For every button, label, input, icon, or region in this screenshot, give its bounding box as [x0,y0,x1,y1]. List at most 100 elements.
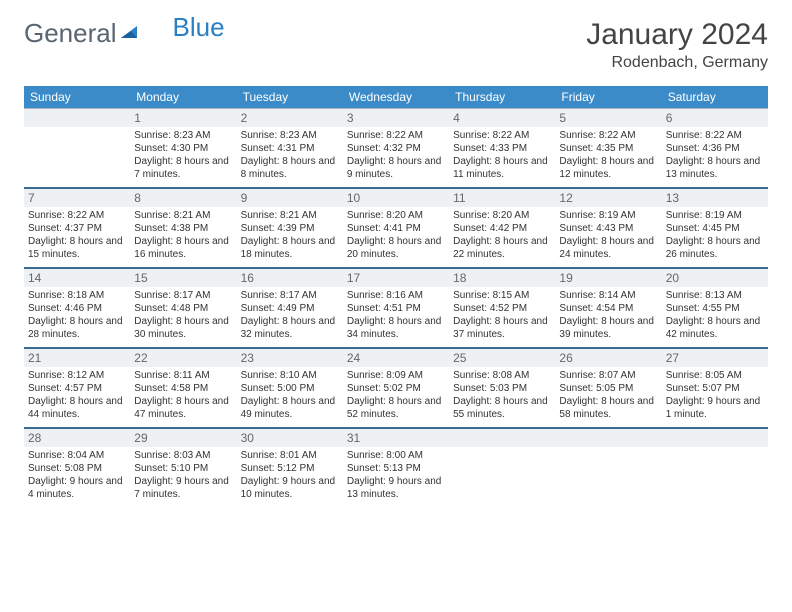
sunset-text: Sunset: 4:38 PM [134,222,232,235]
weekday-header: Saturday [662,86,768,109]
day-number: 27 [662,349,768,367]
day-number: 6 [662,109,768,127]
sunrise-text: Sunrise: 8:11 AM [134,369,232,382]
day-number [555,429,661,447]
daylight-text: Daylight: 8 hours and 28 minutes. [28,315,126,341]
day-details: Sunrise: 8:19 AMSunset: 4:45 PMDaylight:… [666,209,764,261]
daylight-text: Daylight: 8 hours and 52 minutes. [347,395,445,421]
daylight-text: Daylight: 8 hours and 11 minutes. [453,155,551,181]
day-details: Sunrise: 8:05 AMSunset: 5:07 PMDaylight:… [666,369,764,421]
calendar-day-cell: 17 Sunrise: 8:16 AMSunset: 4:51 PMDayligh… [343,268,449,348]
weekday-header: Sunday [24,86,130,109]
sunrise-text: Sunrise: 8:16 AM [347,289,445,302]
sunrise-text: Sunrise: 8:22 AM [28,209,126,222]
calendar-day-cell: 27 Sunrise: 8:05 AMSunset: 5:07 PMDayligh… [662,348,768,428]
day-details: Sunrise: 8:18 AMSunset: 4:46 PMDaylight:… [28,289,126,341]
calendar-day-cell: 5Sunrise: 8:22 AMSunset: 4:35 PMDaylight… [555,109,661,189]
calendar-day-cell: 6 Sunrise: 8:22 AMSunset: 4:36 PMDaylight… [662,109,768,189]
location-label: Rodenbach, Germany [586,54,768,72]
sunrise-text: Sunrise: 8:10 AM [241,369,339,382]
calendar-day-cell: 8Sunrise: 8:21 AMSunset: 4:38 PMDaylight… [130,188,236,268]
day-details: Sunrise: 8:21 AMSunset: 4:39 PMDaylight:… [241,209,339,261]
day-details: Sunrise: 8:14 AMSunset: 4:54 PMDaylight:… [559,289,657,341]
day-details: Sunrise: 8:09 AMSunset: 5:02 PMDaylight:… [347,369,445,421]
calendar-week-row: 28 Sunrise: 8:04 AMSunset: 5:08 PMDayligh… [24,428,768,507]
daylight-text: Daylight: 8 hours and 9 minutes. [347,155,445,181]
sunset-text: Sunset: 4:30 PM [134,142,232,155]
day-number: 28 [24,429,130,447]
day-number: 15 [130,269,236,287]
day-number: 19 [555,269,661,287]
day-number [662,429,768,447]
daylight-text: Daylight: 8 hours and 24 minutes. [559,235,657,261]
daylight-text: Daylight: 8 hours and 16 minutes. [134,235,232,261]
sunrise-text: Sunrise: 8:12 AM [28,369,126,382]
brand-part2: Blue [173,12,225,43]
sunset-text: Sunset: 4:52 PM [453,302,551,315]
daylight-text: Daylight: 8 hours and 15 minutes. [28,235,126,261]
sunrise-text: Sunrise: 8:19 AM [666,209,764,222]
weekday-header-row: Sunday Monday Tuesday Wednesday Thursday… [24,86,768,109]
sunrise-text: Sunrise: 8:14 AM [559,289,657,302]
day-details: Sunrise: 8:12 AMSunset: 4:57 PMDaylight:… [28,369,126,421]
sunset-text: Sunset: 4:55 PM [666,302,764,315]
day-number [449,429,555,447]
calendar-day-cell: 29Sunrise: 8:03 AMSunset: 5:10 PMDayligh… [130,428,236,507]
day-details: Sunrise: 8:08 AMSunset: 5:03 PMDaylight:… [453,369,551,421]
calendar-day-cell: 18Sunrise: 8:15 AMSunset: 4:52 PMDayligh… [449,268,555,348]
calendar-day-cell: 20Sunrise: 8:13 AMSunset: 4:55 PMDayligh… [662,268,768,348]
sunset-text: Sunset: 5:02 PM [347,382,445,395]
sunrise-text: Sunrise: 8:00 AM [347,449,445,462]
day-details: Sunrise: 8:04 AMSunset: 5:08 PMDaylight:… [28,449,126,501]
sunset-text: Sunset: 4:42 PM [453,222,551,235]
calendar-week-row: 14 Sunrise: 8:18 AMSunset: 4:46 PMDayligh… [24,268,768,348]
day-number: 14 [24,269,130,287]
day-number: 13 [662,189,768,207]
sunset-text: Sunset: 5:00 PM [241,382,339,395]
day-details: Sunrise: 8:23 AMSunset: 4:30 PMDaylight:… [134,129,232,181]
sunrise-text: Sunrise: 8:17 AM [241,289,339,302]
calendar-day-cell: 14 Sunrise: 8:18 AMSunset: 4:46 PMDayligh… [24,268,130,348]
sunset-text: Sunset: 4:57 PM [28,382,126,395]
sunset-text: Sunset: 4:41 PM [347,222,445,235]
day-details: Sunrise: 8:22 AMSunset: 4:36 PMDaylight:… [666,129,764,181]
calendar-day-cell [662,428,768,507]
day-details: Sunrise: 8:16 AMSunset: 4:51 PMDaylight:… [347,289,445,341]
sunrise-text: Sunrise: 8:19 AM [559,209,657,222]
day-details: Sunrise: 8:21 AMSunset: 4:38 PMDaylight:… [134,209,232,261]
day-number: 25 [449,349,555,367]
weekday-header: Tuesday [237,86,343,109]
calendar-week-row: 1 Sunrise: 8:23 AMSunset: 4:30 PMDaylight… [24,109,768,189]
sunset-text: Sunset: 5:05 PM [559,382,657,395]
calendar-day-cell: 21Sunrise: 8:12 AMSunset: 4:57 PMDayligh… [24,348,130,428]
month-title: January 2024 [586,18,768,52]
day-number: 1 [130,109,236,127]
calendar-day-cell: 3Sunrise: 8:22 AMSunset: 4:32 PMDaylight… [343,109,449,189]
daylight-text: Daylight: 8 hours and 13 minutes. [666,155,764,181]
sunrise-text: Sunrise: 8:22 AM [453,129,551,142]
day-number: 18 [449,269,555,287]
calendar-day-cell: 13 Sunrise: 8:19 AMSunset: 4:45 PMDayligh… [662,188,768,268]
day-details: Sunrise: 8:22 AMSunset: 4:37 PMDaylight:… [28,209,126,261]
sunrise-text: Sunrise: 8:17 AM [134,289,232,302]
day-details: Sunrise: 8:00 AMSunset: 5:13 PMDaylight:… [347,449,445,501]
sunrise-text: Sunrise: 8:09 AM [347,369,445,382]
day-details: Sunrise: 8:23 AMSunset: 4:31 PMDaylight:… [241,129,339,181]
daylight-text: Daylight: 8 hours and 34 minutes. [347,315,445,341]
day-number: 16 [237,269,343,287]
sunset-text: Sunset: 5:03 PM [453,382,551,395]
day-number: 20 [662,269,768,287]
sunrise-text: Sunrise: 8:15 AM [453,289,551,302]
daylight-text: Daylight: 8 hours and 7 minutes. [134,155,232,181]
sunrise-text: Sunrise: 8:03 AM [134,449,232,462]
sunrise-text: Sunrise: 8:21 AM [241,209,339,222]
day-number: 17 [343,269,449,287]
day-number: 7 [24,189,130,207]
sunrise-text: Sunrise: 8:13 AM [666,289,764,302]
sunset-text: Sunset: 4:37 PM [28,222,126,235]
calendar-day-cell: 16Sunrise: 8:17 AMSunset: 4:49 PMDayligh… [237,268,343,348]
daylight-text: Daylight: 8 hours and 26 minutes. [666,235,764,261]
sunset-text: Sunset: 4:43 PM [559,222,657,235]
calendar-day-cell: 7 Sunrise: 8:22 AMSunset: 4:37 PMDaylight… [24,188,130,268]
calendar-day-cell: 15Sunrise: 8:17 AMSunset: 4:48 PMDayligh… [130,268,236,348]
